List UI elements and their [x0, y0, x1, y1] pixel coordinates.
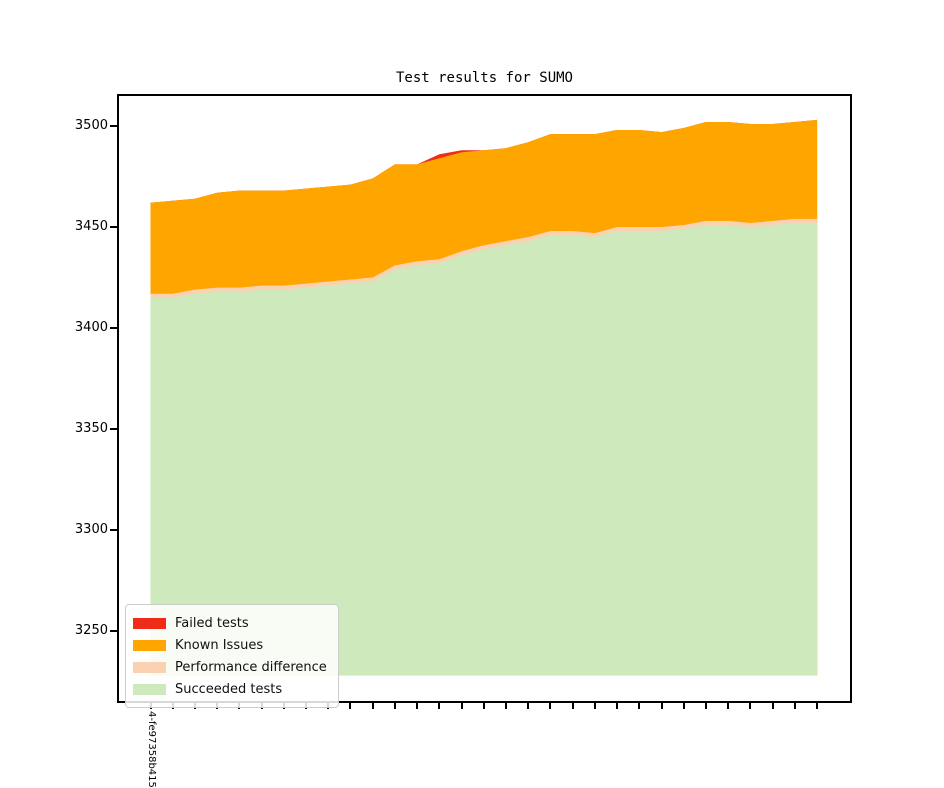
x-tick-mark [482, 703, 485, 709]
x-tick-mark [638, 703, 641, 709]
x-tick-mark [793, 703, 796, 709]
legend: Failed tests Known Issues Performance diff… [125, 604, 339, 708]
x-tick-mark [393, 703, 396, 709]
x-tick-mark [749, 703, 752, 709]
x-tick-mark [549, 703, 552, 709]
y-tick-mark [110, 630, 117, 632]
x-tick-mark [527, 703, 530, 709]
y-tick-label: 3450 [74, 219, 108, 234]
x-tick-mark [571, 703, 574, 709]
stacked-area-chart [150, 119, 818, 676]
legend-item: Known Issues [133, 634, 328, 656]
y-tick-mark [110, 428, 117, 430]
y-tick-label: 3250 [74, 623, 108, 638]
area-succeeded-tests [150, 223, 818, 676]
y-tick-label: 3350 [74, 421, 108, 436]
legend-label: Known Issues [175, 637, 264, 653]
legend-item: Failed tests [133, 612, 328, 634]
legend-label: Performance difference [175, 659, 327, 675]
y-tick-mark [110, 529, 117, 531]
plot-area [117, 94, 852, 703]
y-tick-label: 3500 [74, 118, 108, 133]
x-tick-mark [816, 703, 819, 709]
legend-swatch [133, 639, 166, 651]
y-tick-mark [110, 327, 117, 329]
y-tick-label: 3300 [74, 522, 108, 537]
x-tick-mark [371, 703, 374, 709]
x-tick-mark [727, 703, 730, 709]
x-tick-mark [505, 703, 508, 709]
legend-item: Performance difference [133, 656, 328, 678]
x-tick-mark [682, 703, 685, 709]
x-tick-mark [416, 703, 419, 709]
y-tick-mark [110, 226, 117, 228]
x-tick-mark [616, 703, 619, 709]
x-tick-label: 4-fe97358b415 [145, 711, 157, 788]
legend-swatch [133, 617, 166, 629]
legend-label: Failed tests [175, 615, 249, 631]
x-tick-mark [349, 703, 352, 709]
x-tick-mark [660, 703, 663, 709]
y-tick-mark [110, 125, 117, 127]
chart-title: Test results for SUMO [395, 70, 573, 86]
x-tick-mark [593, 703, 596, 709]
x-tick-mark [705, 703, 707, 709]
legend-label: Succeeded tests [175, 681, 283, 697]
legend-item: Succeeded tests [133, 678, 328, 700]
legend-swatch [133, 661, 166, 673]
x-tick-mark [460, 703, 463, 709]
x-tick-mark [771, 703, 774, 709]
x-tick-mark [438, 703, 441, 709]
legend-swatch [133, 683, 166, 695]
y-tick-label: 3400 [74, 320, 108, 335]
